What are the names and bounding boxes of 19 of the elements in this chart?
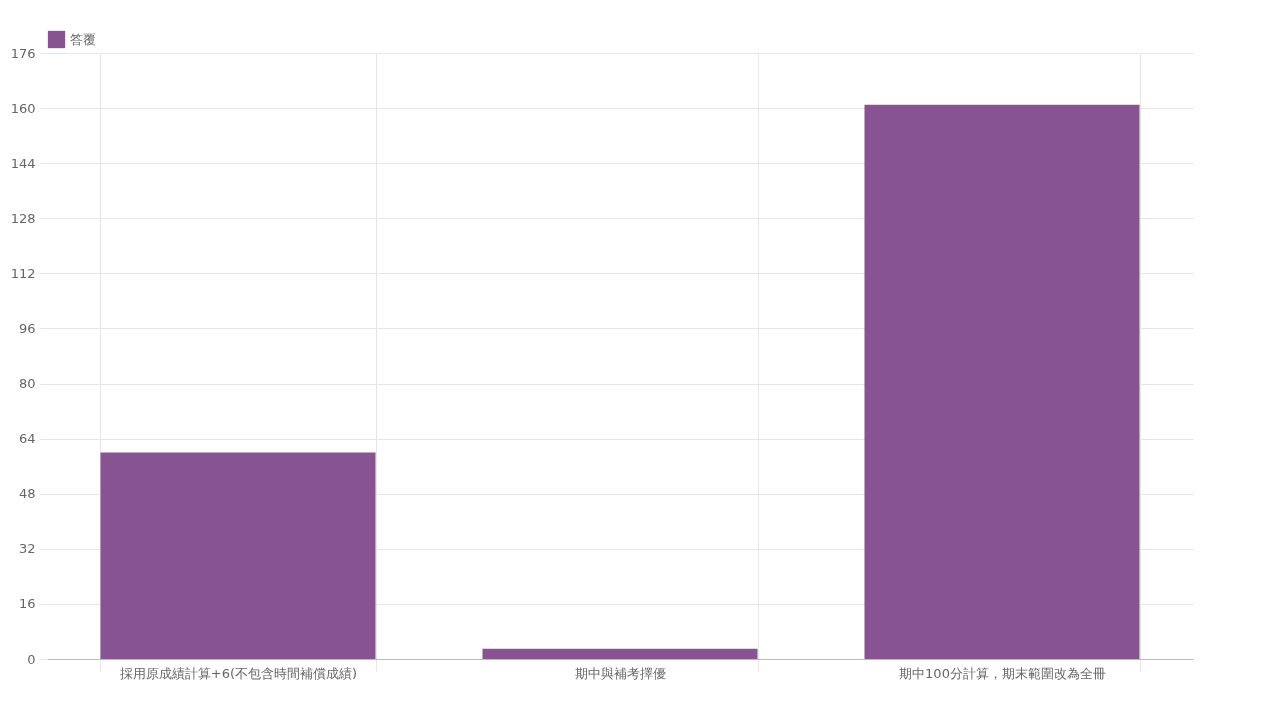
y-tick-label: 160: [10, 100, 36, 116]
y-tick-label: 16: [18, 596, 36, 612]
bar: [482, 648, 758, 659]
y-tick-label: 32: [18, 541, 36, 557]
y-tick-label: 144: [10, 155, 36, 171]
x-tick-label: 採用原成績計算+6(不包含時間補償成績): [119, 665, 358, 681]
y-tick-label: 64: [18, 431, 36, 447]
y-tick-label: 112: [10, 265, 36, 281]
x-tick-label: 期中與補考擇優: [575, 665, 666, 681]
y-tick-label: 80: [18, 376, 36, 392]
bar: [100, 452, 376, 659]
x-tick-label: 期中100分計算，期末範圍改為全冊: [899, 665, 1106, 681]
y-tick-label: 128: [10, 210, 36, 226]
y-tick-label: 0: [27, 651, 36, 667]
legend-label: 答覆: [70, 31, 96, 47]
y-tick-label: 96: [18, 320, 36, 336]
y-tick-label: 48: [18, 486, 36, 502]
y-tick-label: 176: [10, 45, 36, 61]
bar: [864, 104, 1140, 659]
